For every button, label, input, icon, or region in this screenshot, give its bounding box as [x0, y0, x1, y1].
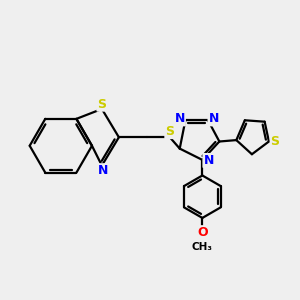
Text: N: N: [208, 112, 219, 125]
Text: O: O: [197, 226, 208, 239]
Text: S: S: [271, 135, 280, 148]
Text: S: S: [98, 98, 106, 111]
Text: N: N: [203, 154, 214, 167]
Text: N: N: [175, 112, 185, 125]
Text: S: S: [165, 125, 174, 138]
Text: CH₃: CH₃: [192, 242, 213, 252]
Text: N: N: [98, 164, 109, 177]
